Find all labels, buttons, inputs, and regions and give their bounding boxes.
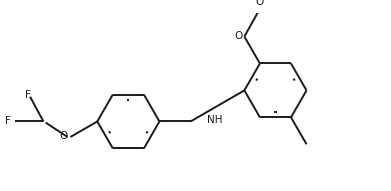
Text: F: F — [5, 117, 11, 126]
Text: O: O — [256, 0, 264, 7]
Text: NH: NH — [208, 115, 223, 125]
Text: O: O — [235, 31, 243, 41]
Text: F: F — [25, 90, 31, 100]
Text: O: O — [59, 131, 68, 142]
